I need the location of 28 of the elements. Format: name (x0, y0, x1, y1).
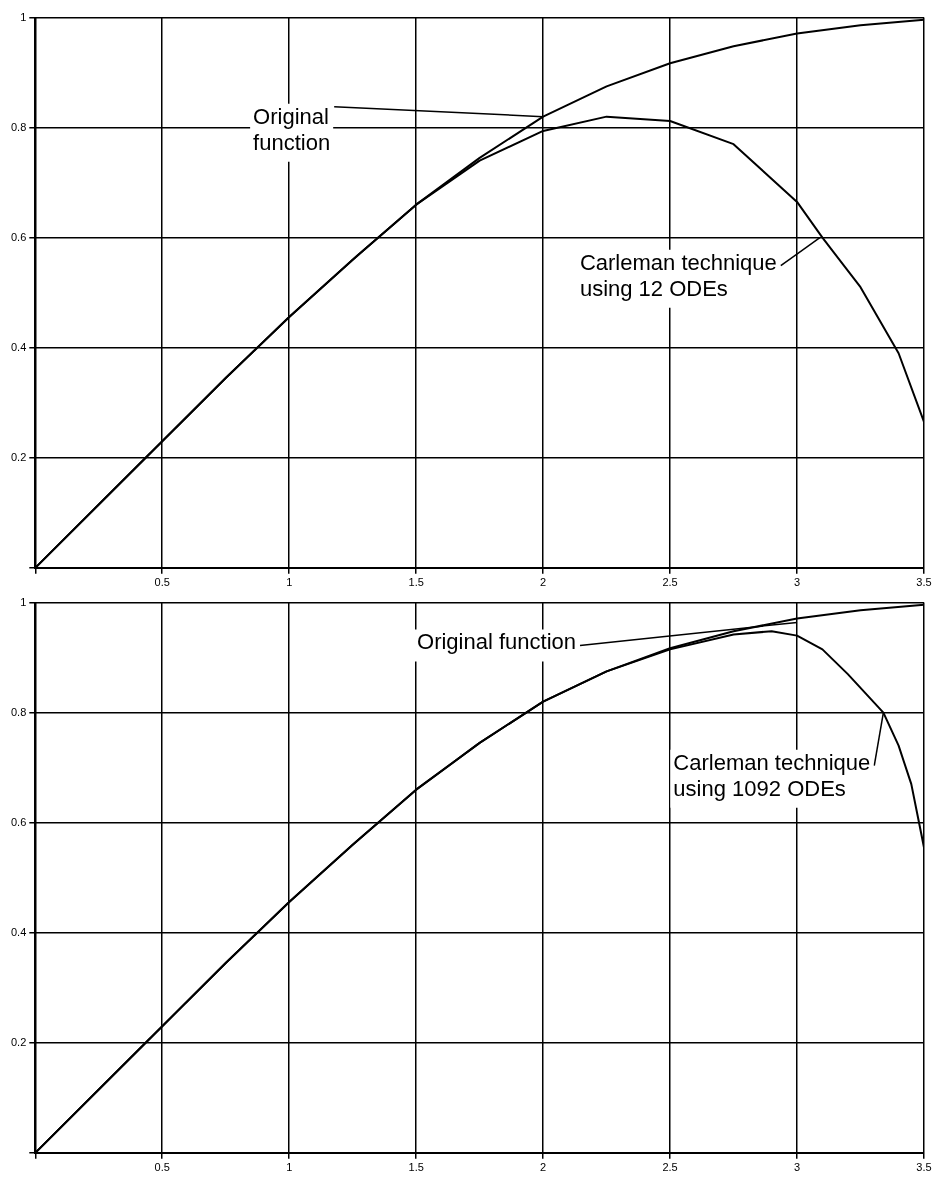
x-tick-label: 1.5 (408, 576, 424, 589)
annotation: Original function (253, 103, 331, 155)
x-tick-label: 3 (793, 1161, 801, 1174)
x-tick-label: 1.5 (408, 1161, 424, 1174)
annotation: Carleman technique using 12 ODEs (579, 249, 777, 301)
x-tick-label: 0.5 (154, 1161, 170, 1174)
y-tick-label: 0.2 (10, 1035, 27, 1048)
y-tick-label: 0.2 (10, 450, 27, 463)
x-tick-label: 1 (286, 576, 293, 589)
y-tick-label: 0.8 (10, 705, 27, 718)
x-tick-label: 2 (540, 1161, 547, 1174)
x-tick-label: 3.5 (916, 1161, 932, 1174)
x-tick-label: 3.5 (916, 576, 932, 589)
x-tick-label: 2 (540, 576, 547, 589)
x-tick-label: 2.5 (662, 576, 678, 589)
x-tick-label: 2.5 (662, 1161, 678, 1174)
x-tick-label: 1 (286, 1161, 293, 1174)
y-tick-label: 1 (20, 595, 27, 608)
x-tick-label: 0.5 (154, 576, 170, 589)
annotation: Original function (417, 629, 577, 655)
y-tick-label: 0.8 (10, 120, 27, 133)
x-tick-label: 3 (793, 576, 801, 589)
y-tick-label: 0.6 (10, 815, 27, 828)
y-tick-label: 0.6 (10, 230, 27, 243)
annotation: Carleman technique using 1092 ODEs (673, 749, 871, 801)
y-tick-label: 0.4 (10, 925, 27, 938)
y-tick-label: 1 (20, 10, 27, 23)
y-tick-label: 0.4 (10, 340, 27, 353)
